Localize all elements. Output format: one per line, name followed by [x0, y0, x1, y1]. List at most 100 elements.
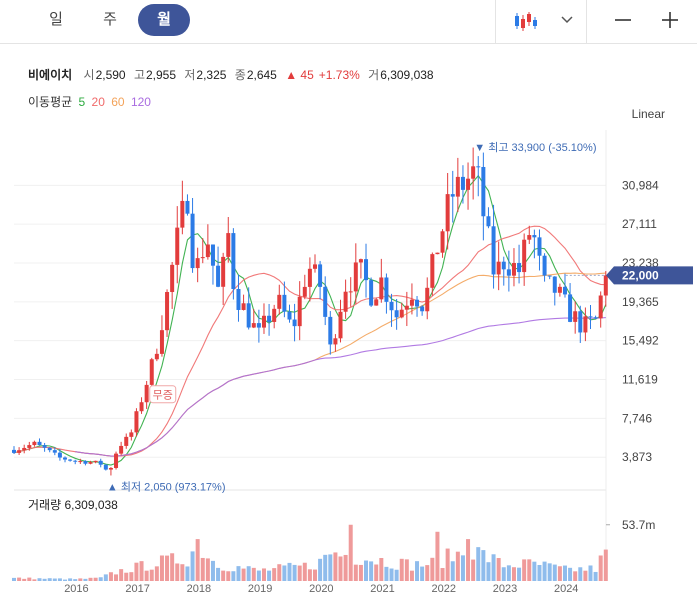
- candle-body: [307, 268, 312, 287]
- candle-body: [159, 330, 164, 354]
- candle-body: [588, 316, 593, 318]
- volume-bar: [440, 568, 445, 581]
- candle-body: [455, 176, 460, 197]
- price-tick-label: 19,365: [622, 295, 659, 309]
- volume-bar: [277, 564, 282, 581]
- volume-bar: [517, 567, 522, 581]
- volume-bar: [532, 561, 537, 581]
- open-value: 2,590: [95, 68, 126, 82]
- candle-body: [297, 296, 302, 327]
- candle-body: [450, 194, 455, 197]
- candle-body: [292, 319, 297, 327]
- price-tick-label: 23,238: [622, 256, 659, 270]
- volume-bar: [552, 564, 557, 581]
- candle-body: [170, 264, 175, 293]
- candle-body: [486, 216, 491, 227]
- volume-bar: [37, 578, 42, 581]
- volume-bar: [476, 547, 481, 581]
- volume-bar: [180, 564, 185, 581]
- candle-body: [338, 311, 343, 339]
- stock-name: 비에이치: [28, 68, 73, 82]
- volume-bar: [88, 577, 93, 581]
- candle-body: [114, 453, 119, 468]
- current-price-label: 22,000: [622, 268, 659, 282]
- candle-body: [522, 239, 527, 273]
- candle-body: [165, 292, 170, 331]
- tab-daily[interactable]: 일: [49, 11, 63, 28]
- volume-bar: [73, 579, 78, 581]
- ma-20: 20: [91, 95, 105, 109]
- volume-bar: [57, 578, 62, 581]
- high-value: 2,955: [145, 68, 177, 82]
- chevron-down-icon[interactable]: [558, 2, 576, 38]
- candle-body: [323, 286, 328, 317]
- scale-mode-label: Linear: [631, 107, 665, 121]
- year-label: 2016: [64, 583, 88, 593]
- candle-body: [241, 303, 246, 310]
- candle-body: [205, 244, 210, 258]
- moving-average-legend[interactable]: 이동평균 5 20 60 120: [28, 93, 154, 110]
- candle-body: [190, 213, 195, 269]
- candle-body: [103, 464, 108, 470]
- ma-120: 120: [130, 95, 151, 109]
- volume-bar: [598, 555, 603, 581]
- ma-5: 5: [78, 95, 86, 109]
- volume-bar: [593, 571, 598, 581]
- volume-bar: [246, 566, 251, 581]
- volume-bar: [511, 567, 516, 581]
- volume-bar: [394, 569, 399, 581]
- candle-body: [139, 402, 144, 412]
- tab-monthly[interactable]: 월: [138, 4, 190, 36]
- volume-bar: [603, 549, 608, 581]
- volume-bar: [435, 531, 440, 581]
- candle-body: [369, 280, 374, 306]
- candle-body: [318, 264, 323, 287]
- zoom-out-icon[interactable]: [608, 2, 638, 38]
- volume-bar: [307, 569, 312, 581]
- candle-body: [506, 269, 511, 276]
- candlestick-icon[interactable]: [510, 4, 542, 40]
- candle-body: [379, 277, 384, 300]
- volume-bar: [583, 570, 588, 581]
- volume-bar: [302, 562, 307, 581]
- candle-body: [374, 299, 379, 306]
- candle-body: [272, 308, 277, 322]
- volume-bar: [425, 565, 430, 581]
- volume-bar: [129, 572, 134, 581]
- volume-bar: [205, 558, 210, 581]
- tab-weekly[interactable]: 주: [103, 11, 117, 28]
- candle-body: [68, 459, 73, 461]
- price-tick-label: 11,619: [622, 373, 658, 387]
- candle-body: [471, 166, 476, 179]
- change-percent: +1.73%: [318, 68, 360, 82]
- volume-bar: [144, 570, 149, 581]
- candle-body: [185, 200, 190, 214]
- candle-body: [73, 460, 78, 462]
- candle-body: [261, 315, 266, 328]
- zoom-in-icon[interactable]: [655, 2, 685, 38]
- volume-bar: [491, 554, 496, 581]
- volume-bar: [185, 566, 190, 581]
- volume-bar: [134, 562, 139, 581]
- candle-body: [537, 237, 542, 256]
- candle-body: [389, 301, 394, 311]
- toolbar-divider: [495, 0, 496, 44]
- volume-bar: [267, 570, 272, 581]
- volume-bar: [221, 570, 226, 581]
- price-tick-label: 3,873: [622, 450, 652, 464]
- volume-bar: [12, 577, 16, 581]
- candle-body: [37, 441, 42, 446]
- open-label: 시: [83, 68, 95, 82]
- volume-bar: [103, 574, 108, 581]
- candle-body: [511, 263, 516, 276]
- volume-bar: [165, 555, 170, 581]
- candle-body: [547, 275, 552, 277]
- volume-bar: [522, 559, 527, 581]
- volume-bar: [226, 571, 231, 581]
- scale-mode-selector[interactable]: Linear: [632, 107, 665, 121]
- year-label: 2017: [125, 583, 149, 593]
- candle-body: [598, 295, 603, 319]
- candle-body: [358, 259, 363, 263]
- candle-body: [466, 178, 471, 190]
- candle-body: [98, 460, 103, 465]
